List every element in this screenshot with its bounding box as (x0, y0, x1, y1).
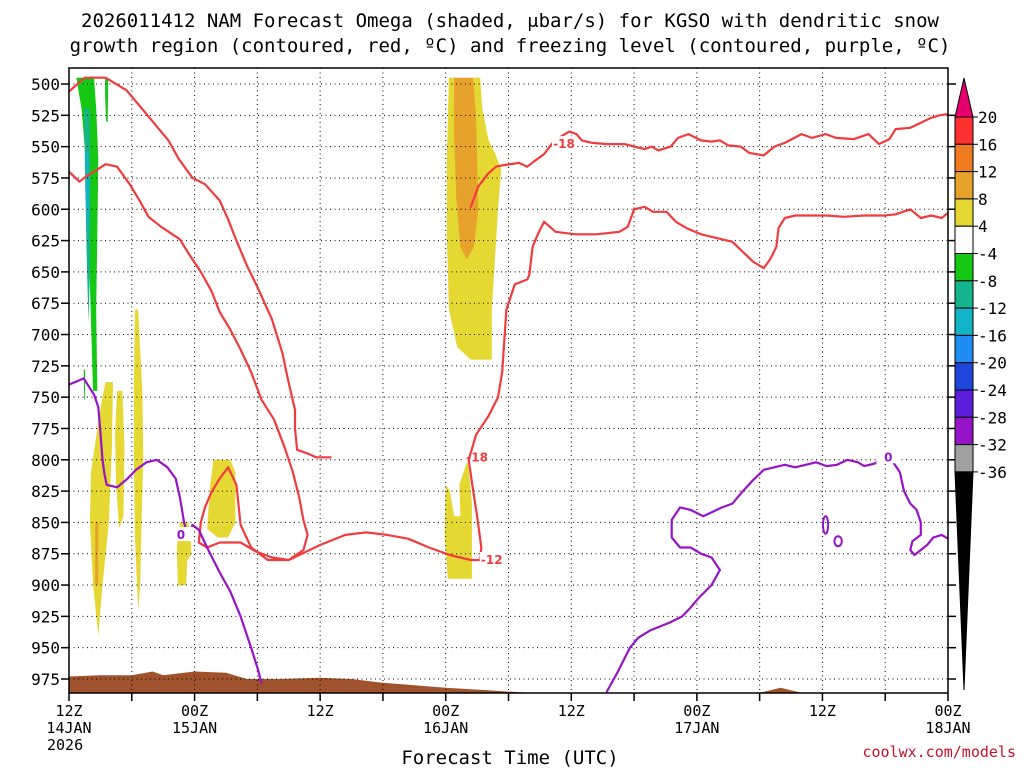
y-tick-label: 750 (31, 388, 60, 407)
y-tick-label: 925 (31, 607, 60, 626)
y-tick-label: 825 (31, 482, 60, 501)
colorbar-segment (954, 362, 974, 391)
x-tick-label: 15JAN (172, 719, 217, 737)
colorbar-label: -24 (978, 381, 1007, 400)
colorbar-segment (954, 389, 974, 418)
colorbar-segment (954, 171, 974, 200)
y-tick-label: 525 (31, 106, 60, 125)
chart-title-line2: growth region (contoured, red, ºC) and f… (70, 35, 951, 57)
freezing-level-b-label-bg (876, 449, 901, 464)
contours: -18 -18 -12 0 0 (69, 76, 948, 693)
freezing-loop-2 (833, 535, 843, 548)
colorbar-label: -20 (978, 354, 1007, 373)
omega-pos-yellow-3 (133, 309, 144, 611)
colorbar-segment (954, 225, 974, 254)
y-tick-label: 950 (31, 639, 60, 658)
x-tick-label: 14JAN (46, 719, 91, 737)
colorbar-segment (954, 116, 974, 145)
omega-pos-orange-main (454, 77, 479, 260)
omega-neg-green-1 (76, 77, 99, 391)
y-tick-label: 775 (31, 419, 60, 438)
colorbar: 20 16 12 8 4 -4 -8 -12 -16 -20 -24 -28 -32 -36 (954, 77, 1007, 691)
y-tick-label: 700 (31, 326, 60, 345)
x-tick-label: 00Z (934, 702, 961, 720)
freezing-level-line (69, 377, 263, 684)
colorbar-segment (954, 444, 974, 473)
omega-pos-yellow-6 (444, 459, 472, 579)
dgz-minus-18-line (69, 76, 332, 459)
y-tick-label: 975 (31, 670, 60, 689)
colorbar-label: -16 (978, 326, 1007, 345)
colorbar-segment (954, 253, 974, 282)
colorbar-segment (954, 416, 974, 446)
colorbar-segment (954, 280, 974, 309)
dgz-minus-12-label-bg (479, 552, 504, 566)
x-tick-label: 12Z (809, 702, 836, 720)
y-tick-label: 625 (31, 232, 60, 251)
colorbar-label: -36 (978, 463, 1007, 482)
x-tick-label: 2026 (47, 736, 83, 754)
colorbar-label: -4 (978, 245, 997, 264)
axes: 500 525 550 575 600 625 650 675 700 725 750 775 800 8… (31, 67, 971, 754)
colorbar-segment (954, 334, 974, 364)
y-tick-label: 650 (31, 263, 60, 282)
x-tick-label: 00Z (432, 702, 459, 720)
dgz-minus-18-b-label: -18 (553, 137, 575, 151)
colorbar-top-triangle (954, 77, 974, 118)
colorbar-label: 20 (978, 108, 997, 127)
x-tick-label: 18JAN (925, 719, 970, 737)
freezing-level-b-line (605, 456, 948, 693)
colorbar-segment (954, 143, 974, 173)
x-tick-label: 00Z (683, 702, 710, 720)
colorbar-label: 16 (978, 135, 997, 154)
colorbar-label: -28 (978, 408, 1007, 427)
omega-pos-yellow-5 (207, 459, 236, 538)
dgz-minus-18-label: -18 (466, 450, 488, 464)
y-tick-label: 725 (31, 357, 60, 376)
y-tick-label: 875 (31, 545, 60, 564)
freezing-level-label: 0 (177, 528, 185, 542)
chart-title-line1: 2026011412 NAM Forecast Omega (shaded, μ… (81, 10, 939, 32)
x-tick-label: 00Z (181, 702, 208, 720)
y-tick-label: 575 (31, 169, 60, 188)
omega-pos-yellow-2 (115, 390, 125, 529)
y-tick-label: 800 (31, 451, 60, 470)
y-tick-label: 550 (31, 138, 60, 157)
colorbar-segment (954, 198, 974, 227)
x-tick-label: 12Z (55, 702, 82, 720)
omega-neg-green-3 (83, 369, 86, 400)
x-tick-label: 12Z (307, 702, 334, 720)
x-tick-label: 12Z (558, 702, 585, 720)
omega-neg-green-2 (105, 77, 109, 122)
colorbar-label: -8 (978, 272, 997, 291)
dgz-minus-18-b-label-bg (551, 136, 576, 151)
colorbar-label: 4 (978, 217, 988, 236)
colorbar-label: -32 (978, 436, 1007, 455)
terrain (69, 671, 948, 693)
x-axis-label: Forecast Time (UTC) (401, 747, 618, 768)
x-tick-label: 17JAN (674, 719, 719, 737)
freezing-level-label-bg (168, 526, 193, 541)
colorbar-bottom-triangle (954, 471, 974, 691)
y-tick-label: 900 (31, 576, 60, 595)
y-tick-label: 500 (31, 75, 60, 94)
dgz-minus-18-b-line (469, 112, 948, 208)
y-tick-label: 850 (31, 513, 60, 532)
omega-shading (76, 77, 502, 636)
colorbar-label: 8 (978, 190, 988, 209)
grid-lines (68, 68, 949, 693)
x-tick-label: 16JAN (423, 719, 468, 737)
omega-pos-yellow-1 (89, 382, 113, 636)
dgz-minus-12-label: -12 (481, 553, 503, 567)
colorbar-label: -12 (978, 299, 1007, 318)
y-tick-label: 675 (31, 294, 60, 313)
y-tick-label: 600 (31, 200, 60, 219)
terrain-fill (69, 671, 948, 693)
colorbar-segment (954, 307, 974, 336)
credit-text: coolwx.com/models (862, 743, 1016, 761)
freezing-loop-1 (821, 515, 830, 535)
colorbar-label: 12 (978, 163, 997, 182)
freezing-level-b-label: 0 (884, 450, 892, 464)
